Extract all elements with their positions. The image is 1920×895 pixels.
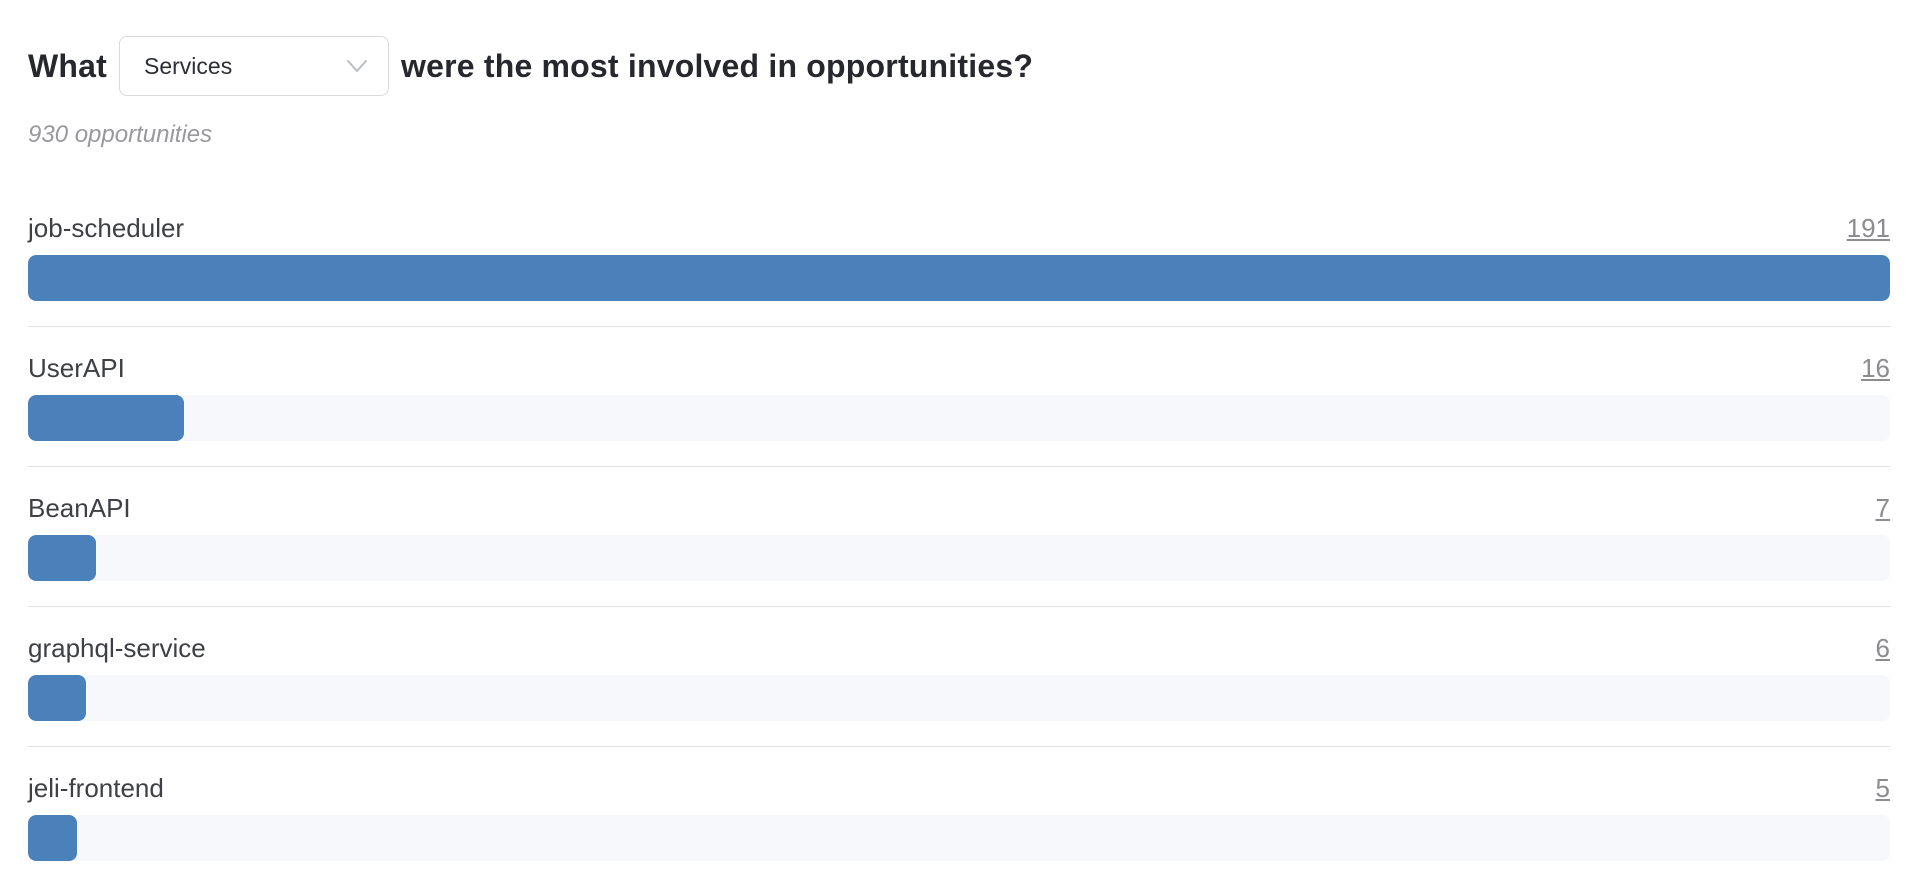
service-bar[interactable] bbox=[28, 535, 97, 581]
service-row: BeanAPI 7 bbox=[28, 467, 1890, 607]
service-count-link[interactable]: 16 bbox=[1861, 353, 1890, 383]
service-row: jeli-frontend 5 bbox=[28, 747, 1890, 886]
page-title-prefix: What bbox=[28, 47, 108, 84]
service-bar[interactable] bbox=[28, 255, 1890, 301]
service-bar-track bbox=[28, 255, 1890, 301]
service-row: graphql-service 6 bbox=[28, 607, 1890, 747]
service-count-link[interactable]: 7 bbox=[1875, 493, 1890, 523]
service-count-link[interactable]: 5 bbox=[1875, 773, 1890, 803]
service-label: graphql-service bbox=[28, 633, 206, 663]
service-bar-list: job-scheduler 191 UserAPI 16 BeanAPI 7 g… bbox=[28, 187, 1890, 886]
service-count-link[interactable]: 191 bbox=[1846, 213, 1890, 243]
chevron-down-icon bbox=[346, 59, 368, 73]
question-header: What Services were the most involved in … bbox=[28, 36, 1890, 96]
service-bar-track bbox=[28, 535, 1890, 581]
service-label: UserAPI bbox=[28, 353, 125, 383]
service-label: job-scheduler bbox=[28, 213, 185, 243]
service-label: jeli-frontend bbox=[28, 773, 164, 803]
service-bar-track bbox=[28, 675, 1890, 721]
service-count-link[interactable]: 6 bbox=[1875, 633, 1890, 663]
service-row: job-scheduler 191 bbox=[28, 187, 1890, 327]
service-bar[interactable] bbox=[28, 395, 184, 441]
opportunities-count-subtitle: 930 opportunities bbox=[28, 121, 213, 148]
services-dropdown[interactable]: Services bbox=[119, 36, 390, 96]
service-bar[interactable] bbox=[28, 815, 77, 861]
service-bar-track bbox=[28, 395, 1890, 441]
service-label: BeanAPI bbox=[28, 493, 131, 523]
service-bar[interactable] bbox=[28, 675, 87, 721]
services-dropdown-value: Services bbox=[144, 52, 233, 79]
page-title-suffix: were the most involved in opportunities? bbox=[401, 47, 1034, 84]
service-row: UserAPI 16 bbox=[28, 327, 1890, 467]
service-bar-track bbox=[28, 815, 1890, 861]
